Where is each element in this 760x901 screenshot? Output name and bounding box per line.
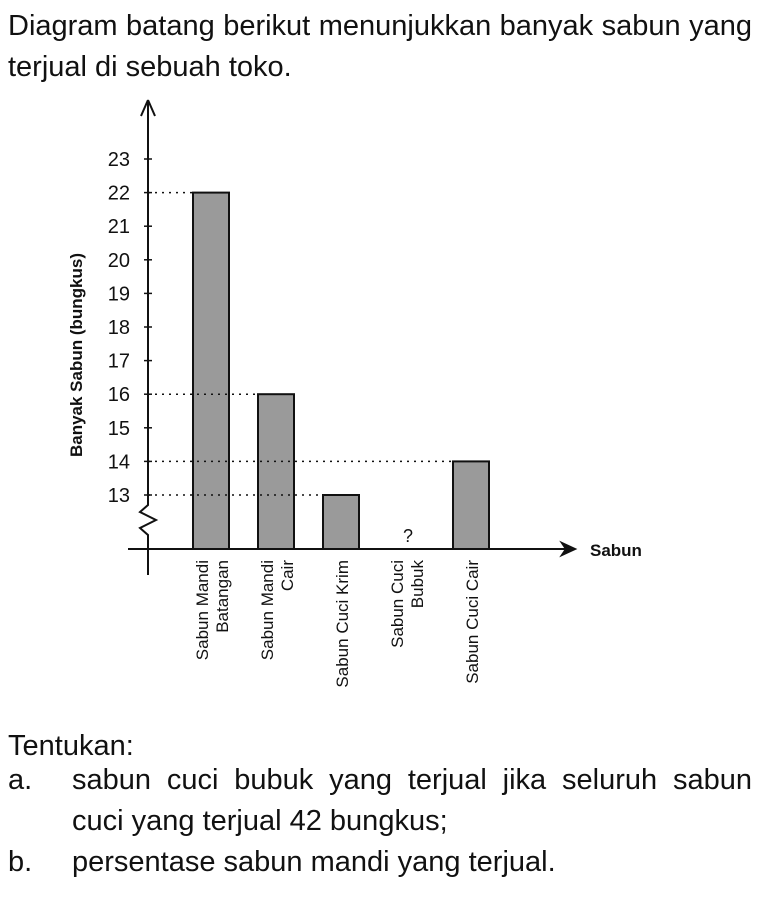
bar <box>257 393 295 551</box>
chart: Sabun Banyak Sabun (bungkus) 13 14 15 16 17 1… <box>67 99 642 688</box>
x-tick-label: Sabun Cuci <box>388 560 407 648</box>
y-tick-label: 23 <box>108 149 130 171</box>
item-text: persentase sabun mandi yang terjual. <box>72 846 556 878</box>
item-text: sabun cuci bubuk yang terjual jika selur… <box>72 764 752 837</box>
y-tick-label: 21 <box>108 216 130 238</box>
x-tick-label: Sabun Cuci Krim <box>333 560 352 688</box>
y-tick-label: 19 <box>108 283 130 305</box>
x-tick-label: Batangan <box>213 560 232 633</box>
y-tick-label: 16 <box>108 384 130 406</box>
bar <box>192 191 230 550</box>
item-marker: b. <box>8 846 33 878</box>
x-tick-label: Sabun Cuci Cair <box>463 560 482 684</box>
y-tick-label: 14 <box>108 451 130 473</box>
bar <box>452 460 490 550</box>
y-tick-label: 18 <box>108 317 130 339</box>
x-tick-label: Sabun Mandi <box>258 560 277 660</box>
y-tick-label: 20 <box>108 250 130 272</box>
bar <box>322 494 360 550</box>
y-tick-label: 13 <box>108 485 130 507</box>
y-tick-label: 15 <box>108 418 130 440</box>
intro-text: Diagram batang berikut menunjukkan banya… <box>8 10 752 83</box>
y-axis-label: Banyak Sabun (bungkus) <box>67 253 86 457</box>
y-axis <box>138 99 159 575</box>
x-tick-label: Sabun Mandi <box>193 560 212 660</box>
x-axis-label: Sabun <box>590 541 642 560</box>
missing-label: ? <box>403 526 413 546</box>
x-tick-label: Bubuk <box>408 560 427 609</box>
prompt: Tentukan: <box>8 730 134 762</box>
y-tick-label: 22 <box>108 183 130 205</box>
item-marker: a. <box>8 764 33 796</box>
x-tick-label: Cair <box>278 560 297 592</box>
y-tick-label: 17 <box>108 351 130 373</box>
